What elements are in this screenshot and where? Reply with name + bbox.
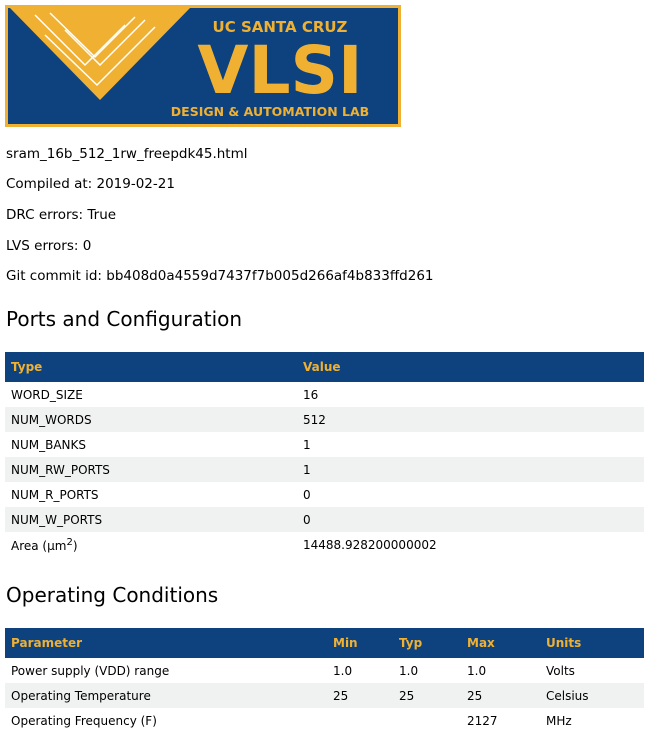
table-cell: 25 — [393, 683, 461, 708]
table-cell: 25 — [327, 683, 393, 708]
table-cell: Operating Frequency (F) — [11, 713, 157, 728]
table-row: NUM_WORDS 512 — [5, 407, 644, 432]
table-row: Power supply (VDD) range 1.0 1.0 1.0 Volts — [5, 658, 644, 683]
header-type: Type — [5, 352, 297, 382]
table-cell: 16 — [303, 387, 319, 402]
lvs-errors: LVS errors: 0 — [6, 238, 92, 254]
svg-text:UC SANTA CRUZ: UC SANTA CRUZ — [213, 18, 348, 36]
header-value: Value — [297, 352, 644, 382]
table-cell: 1 — [303, 437, 311, 452]
table-row: NUM_W_PORTS 0 — [5, 507, 644, 532]
table-cell: Volts — [546, 663, 575, 678]
table-cell: 1.0 — [467, 663, 487, 678]
header-parameter: Parameter — [5, 628, 327, 658]
table-cell: 25 — [461, 683, 540, 708]
header-min: Min — [327, 628, 393, 658]
table-cell: 1 — [297, 457, 644, 482]
table-cell: 512 — [297, 407, 644, 432]
git-commit: Git commit id: bb408d0a4559d7437f7b005d2… — [6, 268, 434, 284]
table-row: NUM_R_PORTS 0 — [5, 482, 644, 507]
table-cell — [327, 708, 393, 733]
ports-heading: Ports and Configuration — [6, 307, 243, 331]
table-row: Operating Temperature 25 25 25 Celsius — [5, 683, 644, 708]
table-cell: WORD_SIZE — [11, 387, 83, 402]
drc-errors: DRC errors: True — [6, 207, 117, 223]
header-max: Max — [461, 628, 540, 658]
table-row: NUM_BANKS 1 — [5, 432, 644, 457]
area-label: Area (µm2) — [5, 532, 297, 557]
table-row: WORD_SIZE 16 — [5, 382, 644, 407]
table-row: Area (µm2) 14488.928200000002 — [5, 532, 644, 557]
area-sup: 2 — [66, 536, 73, 548]
table-cell: Celsius — [540, 683, 644, 708]
table-cell: NUM_R_PORTS — [11, 487, 99, 502]
table-cell: NUM_RW_PORTS — [5, 457, 297, 482]
table-cell: NUM_WORDS — [5, 407, 297, 432]
header-typ: Typ — [393, 628, 461, 658]
ports-table: Type Value WORD_SIZE 16 NUM_WORDS 512 NUM_BAN… — [5, 352, 644, 557]
filename: sram_16b_512_1rw_freepdk45.html — [6, 146, 248, 162]
table-cell: 0 — [303, 487, 311, 502]
table-cell: Power supply (VDD) range — [11, 663, 170, 678]
table-cell: 1.0 — [333, 663, 353, 678]
table-cell: 0 — [297, 507, 644, 532]
table-cell: 2127 — [467, 713, 498, 728]
vlsi-lab-logo: UC SANTA CRUZ VLSI DESIGN & AUTOMATION L… — [5, 5, 401, 127]
compiled-at: Compiled at: 2019-02-21 — [6, 176, 175, 192]
area-close: ) — [72, 538, 78, 553]
table-cell — [393, 708, 461, 733]
table-cell: MHz — [546, 713, 572, 728]
table-cell: Operating Temperature — [5, 683, 327, 708]
table-cell: 1.0 — [399, 663, 419, 678]
conditions-heading: Operating Conditions — [6, 583, 219, 607]
table-cell: NUM_W_PORTS — [5, 507, 297, 532]
svg-text:VLSI: VLSI — [197, 32, 362, 109]
conditions-table: Parameter Min Typ Max Units Power supply… — [5, 628, 644, 733]
table-row: Operating Frequency (F) 2127 MHz — [5, 708, 644, 733]
table-cell: NUM_BANKS — [11, 437, 87, 452]
area-text: Area (µm — [11, 538, 67, 553]
area-value: 14488.928200000002 — [303, 537, 437, 552]
header-units: Units — [540, 628, 644, 658]
svg-text:DESIGN & AUTOMATION LAB: DESIGN & AUTOMATION LAB — [171, 104, 369, 119]
table-row: NUM_RW_PORTS 1 — [5, 457, 644, 482]
